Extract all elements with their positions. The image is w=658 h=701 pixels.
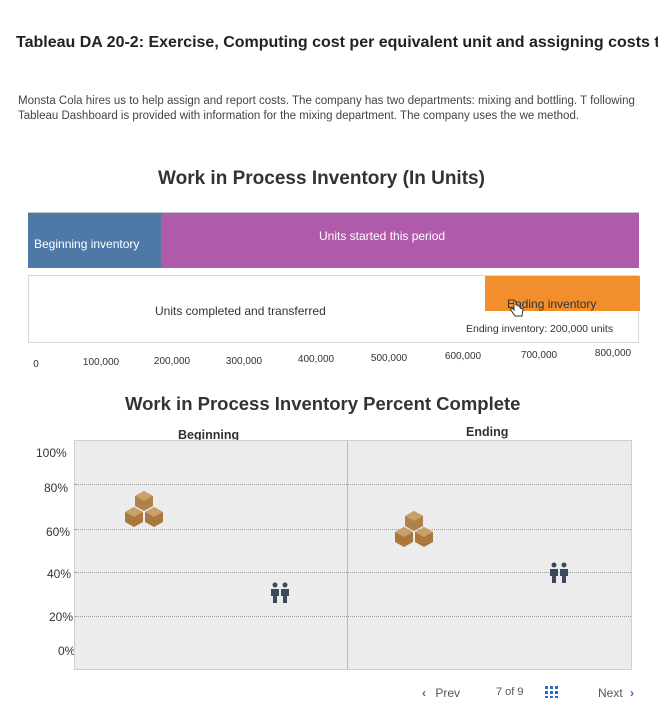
ending-inventory-tooltip: Ending inventory: 200,000 units [466,323,614,335]
grid-view-icon[interactable] [545,686,559,701]
y-tick-label: 60% [46,525,71,539]
page-title: Tableau DA 20-2: Exercise, Computing cos… [16,34,658,51]
column-divider [347,441,348,669]
intro-text: Monsta Cola hires us to help assign and … [18,95,635,122]
x-tick-label: 200,000 [153,356,191,367]
x-tick-label: 800,000 [594,348,632,359]
gridline [75,572,631,573]
hand-cursor-icon [509,300,524,317]
y-tick-label: 40% [47,567,72,581]
next-button[interactable]: Next › [598,686,634,700]
x-tick-label: 500,000 [370,353,408,364]
x-tick-label: 400,000 [297,354,335,365]
page-indicator: 7 of 9 [496,686,524,698]
x-tick-label: 600,000 [444,351,482,362]
ending-column-header: Ending [466,425,509,439]
x-tick-label: 0 [33,359,39,370]
pct-chart-plot [74,440,632,670]
beginning-inventory-label: Beginning inventory [34,237,140,251]
beginning-conversion-workers-icon[interactable] [268,581,292,605]
units-completed-bar[interactable]: Units completed and transferred [29,276,485,342]
wip-chart-title: Work in Process Inventory (In Units) [158,168,485,189]
y-tick-label: 0% [58,644,76,658]
units-completed-label: Units completed and transferred [155,304,326,318]
units-started-label: Units started this period [319,229,446,243]
ending-materials-boxes-icon[interactable] [393,509,435,549]
y-tick-label: 100% [36,446,67,460]
beginning-inventory-bar[interactable]: Beginning inventory [28,212,161,268]
beginning-column-header: Beginning [178,428,240,442]
gridline [75,484,631,485]
wip-row-end: Units completed and transferred Ending i… [28,275,640,343]
x-tick-label: 300,000 [225,356,263,367]
prev-button[interactable]: ‹ Prev [422,686,460,700]
x-tick-label: 100,000 [82,357,120,368]
units-started-bar[interactable]: Units started this period [161,212,639,268]
x-tick-label: 700,000 [520,350,558,361]
chevron-left-icon: ‹ [422,686,426,700]
ending-conversion-workers-icon[interactable] [547,561,571,585]
y-tick-label: 20% [49,610,74,624]
pct-chart-title: Work in Process Inventory Percent Comple… [125,393,521,414]
chevron-right-icon: › [630,686,635,700]
next-label: Next [598,686,623,700]
beginning-materials-boxes-icon[interactable] [123,489,165,529]
prev-label: Prev [435,686,461,700]
y-tick-label: 80% [44,481,69,495]
gridline [75,616,631,617]
gridline [75,529,631,530]
ending-inventory-label: Ending inventory [507,297,597,311]
wip-row-start: Beginning inventory Units started this p… [28,212,639,268]
ending-inventory-bar[interactable]: Ending inventory [485,276,640,311]
